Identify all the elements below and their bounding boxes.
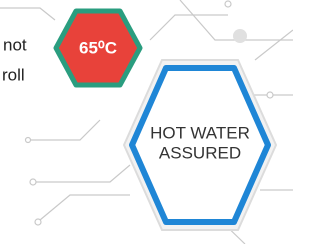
circuit-node <box>26 138 31 143</box>
circuit-node <box>30 179 36 185</box>
circuit-node <box>225 1 231 7</box>
circuit-line <box>40 195 130 220</box>
circuit-line <box>0 8 55 20</box>
circuit-line <box>255 30 293 60</box>
label-line: HOT WATER <box>150 123 250 142</box>
badge-text: 65⁰C <box>79 38 117 57</box>
circuit-line <box>30 120 100 140</box>
circuit-node <box>267 92 273 98</box>
label-line: ASSURED <box>159 143 241 162</box>
circuit-line <box>35 165 130 182</box>
circuit-node <box>35 219 41 225</box>
cropped-text: not <box>3 35 27 54</box>
cropped-text: roll <box>2 65 25 84</box>
circuit-dot <box>233 29 247 43</box>
temperature-badge: 65⁰C <box>56 11 140 85</box>
illustration: not roll HOT WATER ASSURED 65⁰C <box>0 0 293 244</box>
label-hexagon: HOT WATER ASSURED <box>124 60 276 230</box>
circuit-line <box>150 15 228 40</box>
